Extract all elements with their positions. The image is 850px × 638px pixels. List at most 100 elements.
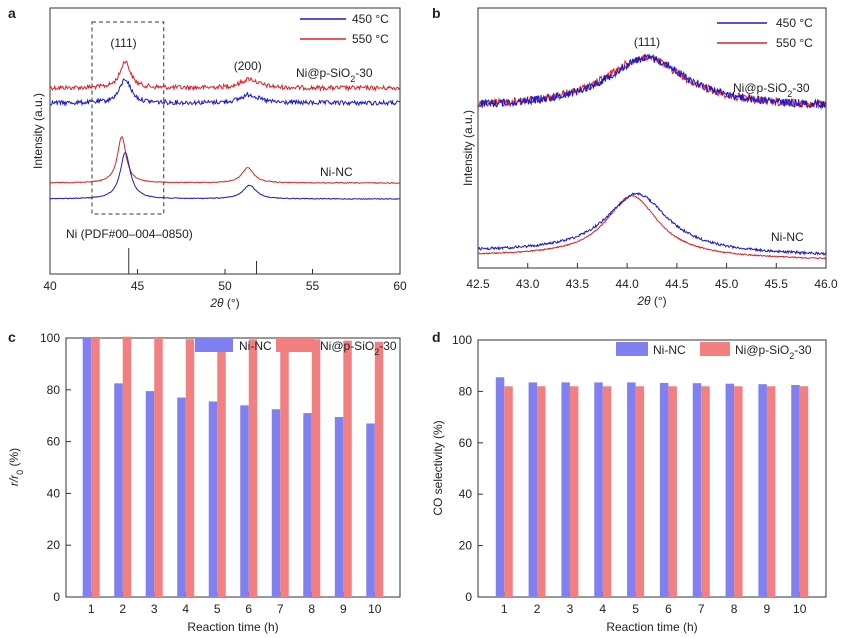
y-tick-label: 100 xyxy=(452,333,472,347)
bar-ni-nc xyxy=(177,397,186,597)
bar-ni-nc xyxy=(303,413,312,597)
peak-label-111: (111) xyxy=(634,35,660,49)
legend-swatch xyxy=(276,338,314,352)
legend-label-main: Ni@p-SiO xyxy=(320,339,374,353)
x-tick-label: 7 xyxy=(277,602,284,616)
bar-ni-sio2 xyxy=(374,341,384,597)
sample-label-ni-sio2-sub: 2 xyxy=(350,74,355,84)
x-tick-label: 8 xyxy=(731,602,738,616)
x-tick-label: 45.5 xyxy=(765,277,789,291)
panel-letter-c: c xyxy=(8,329,16,345)
bar-ni-sio2 xyxy=(311,339,321,597)
x-tick-label: 55 xyxy=(306,279,320,293)
legend-label: Ni@p-SiO2-30 xyxy=(320,339,397,357)
x-tick-label: 6 xyxy=(245,602,252,616)
x-tick-label: 45.0 xyxy=(715,277,739,291)
legend-label-sub: 2 xyxy=(374,347,379,357)
panel-d-selectivity-bar-chart: 0 20 40 60 80 100 1 2 3 4 5 6 7 8 9 10 Reaction time (h)… xyxy=(431,333,827,634)
x-tick-label: 44.0 xyxy=(615,277,639,291)
x-tick-label: 42.5 xyxy=(466,277,490,291)
y-tick-label: 0 xyxy=(465,590,472,604)
bar-ni-nc xyxy=(145,391,155,597)
legend-label: 450 °C xyxy=(352,12,389,26)
bar-ni-sio2 xyxy=(701,386,710,597)
x-tick-label: 43.0 xyxy=(516,277,540,291)
sample-label-ni-nc: Ni-NC xyxy=(771,230,804,244)
spectrum-line xyxy=(49,135,400,184)
bar-ni-sio2 xyxy=(766,386,776,597)
legend-label: 550 °C xyxy=(776,36,813,50)
bar-ni-nc xyxy=(692,383,702,597)
y-tick-label: 60 xyxy=(459,436,473,450)
y-axis-main: r/r xyxy=(7,474,21,486)
peak-label-200: (200) xyxy=(234,59,262,73)
y-tick-label: 60 xyxy=(47,435,61,449)
x-tick-label: 10 xyxy=(793,602,807,616)
y-tick-label: 40 xyxy=(47,486,61,500)
bar-ni-nc xyxy=(627,382,636,597)
x-tick-label: 4 xyxy=(182,602,189,616)
sample-label-ni-sio2-main: Ni@p-SiO xyxy=(733,81,787,95)
bar-ni-nc xyxy=(725,383,735,597)
sample-label-ni-sio2-sub: 2 xyxy=(787,89,792,99)
legend-label: Ni@p-SiO2-30 xyxy=(735,343,812,361)
bar-ni-sio2 xyxy=(154,338,163,597)
legend-label-suffix: -30 xyxy=(379,339,397,353)
spectrum-line xyxy=(49,152,400,200)
y-tick-label: 100 xyxy=(40,331,60,345)
bar-ni-sio2 xyxy=(602,386,612,597)
x-tick-label: 44.5 xyxy=(665,277,689,291)
bar-ni-nc xyxy=(366,423,375,597)
bar-ni-nc xyxy=(334,416,344,597)
y-tick-label: 0 xyxy=(53,590,60,604)
y-tick-label: 80 xyxy=(459,384,473,398)
x-tick-label: 9 xyxy=(340,602,347,616)
bar-ni-sio2 xyxy=(217,339,226,597)
legend-label: Ni-NC xyxy=(653,343,686,357)
spectrum-line xyxy=(477,53,827,110)
x-tick-label: 4 xyxy=(599,602,606,616)
x-tick-label: 5 xyxy=(214,602,221,616)
bar-ni-nc xyxy=(240,405,249,597)
highlight-box xyxy=(91,21,165,215)
panel-letter-b: b xyxy=(432,5,441,21)
bar-ni-nc xyxy=(82,338,92,597)
spectrum-line xyxy=(477,191,827,256)
reference-label: Ni (PDF#00–004–0850) xyxy=(66,227,193,241)
bar-ni-nc xyxy=(208,401,218,597)
x-axis-var: 2θ xyxy=(209,296,224,310)
bar-ni-sio2 xyxy=(668,386,677,597)
y-axis-sub: 0 xyxy=(15,470,25,475)
legend-label-main: Ni@p-SiO xyxy=(735,343,789,357)
panel-letter-a: a xyxy=(8,5,16,21)
y-axis-label: CO selectivity (%) xyxy=(431,420,445,515)
x-tick-label: 43.5 xyxy=(566,277,590,291)
plot-frame xyxy=(477,339,827,598)
x-tick-label: 60 xyxy=(393,279,407,293)
y-axis-label: r/r0 (%) xyxy=(7,448,25,486)
plot-frame xyxy=(477,7,827,269)
bar-ni-sio2 xyxy=(734,386,743,597)
bar-ni-sio2 xyxy=(569,386,579,597)
sample-label-ni-sio2: Ni@p-SiO2-30 xyxy=(296,66,373,84)
bar-ni-sio2 xyxy=(343,340,352,597)
x-tick-label: 10 xyxy=(368,602,382,616)
y-axis-unit: (%) xyxy=(7,448,21,470)
sample-label-ni-nc: Ni-NC xyxy=(320,165,353,179)
bar-ni-sio2 xyxy=(185,339,195,597)
legend-swatch xyxy=(195,338,233,352)
x-axis-label: Reaction time (h) xyxy=(606,620,697,634)
panel-letter-d: d xyxy=(432,329,441,345)
peak-label-111: (111) xyxy=(110,36,136,50)
legend-label-suffix: -30 xyxy=(794,343,812,357)
y-tick-label: 80 xyxy=(47,383,61,397)
spectrum-line xyxy=(49,78,400,107)
x-tick-label: 2 xyxy=(534,602,541,616)
bar-ni-sio2 xyxy=(537,386,546,597)
x-tick-label: 5 xyxy=(632,602,639,616)
legend-swatch xyxy=(616,342,648,356)
sample-label-ni-sio2-suffix: -30 xyxy=(792,81,810,95)
x-tick-label: 45 xyxy=(131,279,145,293)
